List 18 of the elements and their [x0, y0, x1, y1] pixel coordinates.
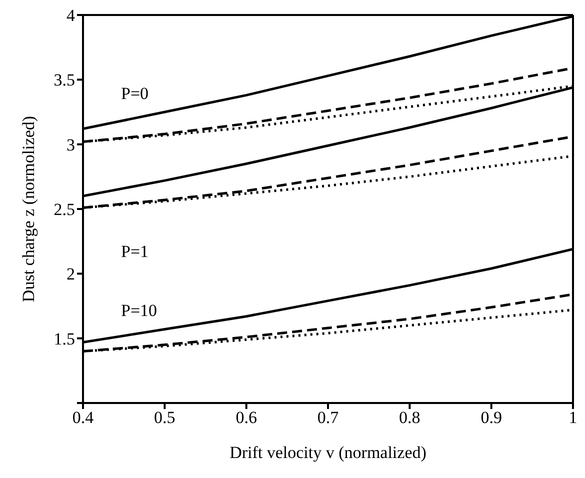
annotation: P=0	[121, 84, 149, 104]
x-tick-label: 0.8	[399, 408, 420, 428]
y-tick-label: 2	[66, 264, 75, 284]
y-tick-label: 3.5	[54, 70, 75, 90]
x-tick-label: 0.6	[236, 408, 257, 428]
x-tick-label: 0.4	[72, 408, 94, 428]
y-tick-label: 2.5	[54, 200, 75, 220]
y-tick-label: 3	[66, 135, 75, 154]
x-tick-label: 0.7	[317, 408, 340, 428]
y-tick-label: 4	[66, 6, 76, 26]
x-tick-label: 0.9	[480, 408, 502, 428]
annotation: P=1	[121, 242, 149, 262]
annotation: P=10	[121, 301, 158, 321]
y-axis-title: Dust charge z (normolized)	[19, 116, 38, 302]
y-tick-label: 1.5	[54, 329, 75, 348]
x-tick-label: 0.5	[154, 408, 176, 428]
x-axis-title: Drift velocity v (normalized)	[230, 443, 426, 462]
x-tick-label: 1	[568, 408, 578, 428]
